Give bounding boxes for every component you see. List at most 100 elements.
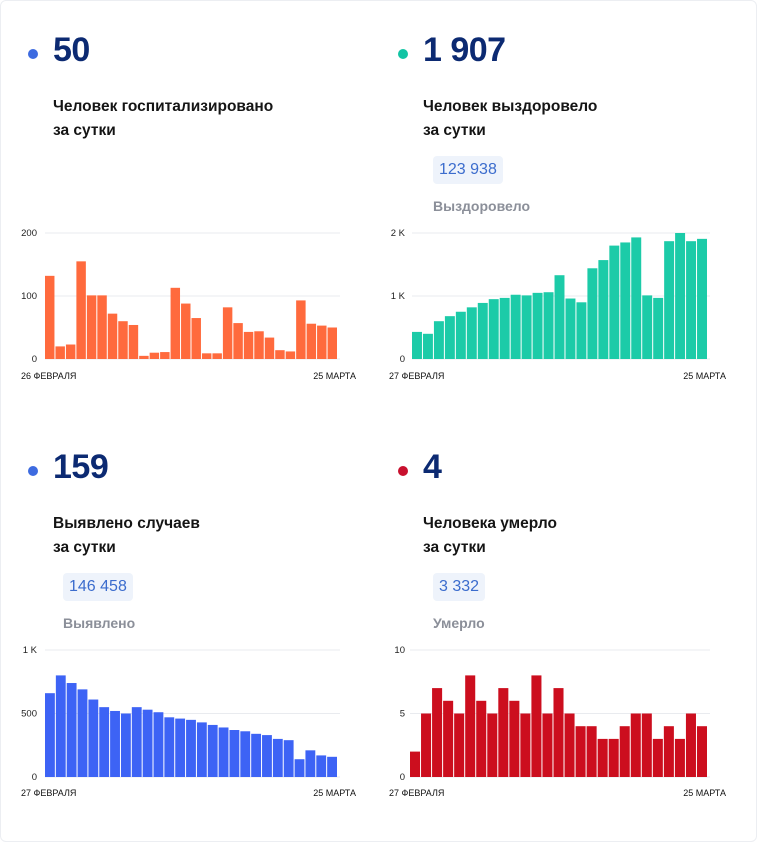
- metric-label-line1: Человека умерло: [423, 515, 557, 532]
- bar: [222, 307, 233, 359]
- x-start-label: 26 ФЕВРАЛЯ: [21, 371, 76, 381]
- bar: [576, 302, 587, 359]
- bar: [477, 302, 488, 359]
- bar: [498, 688, 509, 777]
- metric-label-line1: Человек выздоровело: [423, 98, 598, 115]
- total-badge: 3 332: [433, 573, 486, 601]
- y-tick-label: 0: [400, 772, 405, 783]
- big-number: 1 907: [423, 31, 506, 69]
- y-tick-label: 200: [21, 228, 37, 239]
- bar: [218, 727, 229, 777]
- metric-label-line2: за сутки: [423, 122, 486, 139]
- metric-label: Человека умерло за сутки: [423, 512, 557, 560]
- bar: [181, 303, 191, 359]
- metric-label-line2: за сутки: [423, 539, 486, 556]
- bar: [465, 675, 476, 777]
- bar: [455, 311, 466, 359]
- y-tick-label: 1 K: [23, 645, 38, 656]
- bar: [45, 693, 55, 777]
- total-label: Выздоровело: [433, 198, 531, 214]
- bar: [327, 756, 337, 777]
- bar: [233, 323, 243, 359]
- bar: [296, 300, 306, 359]
- y-tick-label: 500: [21, 709, 37, 720]
- chart-hospitalized: 0 100 200 26 ФЕВРАЛЯ 25 МАРТА: [21, 228, 356, 381]
- bar: [305, 750, 316, 777]
- bar: [191, 318, 201, 359]
- bar: [229, 730, 240, 777]
- bar: [262, 735, 272, 777]
- y-tick-label: 1 K: [391, 291, 406, 302]
- bar: [553, 688, 564, 777]
- bar: [264, 337, 275, 359]
- bar: [565, 298, 576, 359]
- bar: [543, 292, 554, 359]
- bar: [240, 731, 251, 777]
- bar: [88, 699, 99, 777]
- bar: [554, 275, 565, 359]
- bar: [77, 689, 88, 777]
- x-end-label: 25 МАРТА: [683, 788, 726, 798]
- accent-dot: [28, 49, 38, 59]
- metric-label: Человек выздоровело за сутки: [423, 95, 597, 143]
- bar: [697, 238, 707, 359]
- bar: [664, 241, 675, 359]
- y-tick-label: 2 K: [391, 228, 406, 239]
- bar: [509, 700, 520, 777]
- bar: [186, 719, 196, 777]
- bar: [164, 717, 175, 777]
- x-start-label: 27 ФЕВРАЛЯ: [21, 788, 76, 798]
- bar: [327, 327, 337, 359]
- total-badge: 123 938: [433, 156, 503, 184]
- accent-dot: [398, 466, 408, 476]
- big-number: 159: [53, 448, 109, 486]
- accent-dot: [398, 49, 408, 59]
- bar: [443, 700, 454, 777]
- bar: [641, 713, 652, 777]
- metric-label-line2: за сутки: [53, 539, 116, 556]
- y-tick-label: 0: [32, 772, 37, 783]
- chart-recovered: 0 1 K 2 K 27 ФЕВРАЛЯ 25 МАРТА: [389, 228, 726, 381]
- y-tick-label: 100: [21, 291, 37, 302]
- panel-recovered: 1 907 Человек выздоровело за сутки 123 9…: [388, 27, 748, 432]
- bar: [696, 726, 707, 777]
- bar: [619, 726, 630, 777]
- bar: [620, 242, 631, 359]
- bar: [675, 233, 686, 359]
- accent-dot: [28, 466, 38, 476]
- total-label: Умерло: [433, 615, 485, 631]
- metric-label-line1: Человек госпитализировано: [53, 98, 274, 115]
- bar: [433, 321, 444, 359]
- bar: [153, 712, 164, 777]
- bar: [421, 713, 432, 777]
- bar: [107, 313, 118, 359]
- bar: [586, 726, 597, 777]
- bar: [487, 713, 498, 777]
- x-start-label: 27 ФЕВРАЛЯ: [389, 371, 444, 381]
- bar: [99, 707, 110, 777]
- bar: [175, 718, 186, 777]
- x-end-label: 25 МАРТА: [683, 371, 726, 381]
- total-label: Выявлено: [63, 615, 136, 631]
- bar: [598, 260, 609, 359]
- bar: [128, 324, 139, 359]
- big-number: 50: [53, 31, 90, 69]
- bar: [531, 675, 542, 777]
- x-end-label: 25 МАРТА: [313, 371, 356, 381]
- bar: [663, 726, 674, 777]
- bar: [642, 295, 653, 359]
- bar: [520, 713, 531, 777]
- bar: [510, 294, 521, 359]
- bar: [476, 700, 487, 777]
- bar: [55, 675, 66, 777]
- bar: [564, 713, 575, 777]
- bar: [686, 241, 697, 359]
- panel-deaths: 4 Человека умерло за сутки 3 332 Умерло: [388, 444, 748, 849]
- y-tick-label: 5: [400, 709, 405, 720]
- bar: [575, 726, 586, 777]
- bar: [608, 738, 619, 777]
- bar: [631, 237, 642, 359]
- bar: [410, 751, 421, 777]
- bar: [65, 344, 76, 359]
